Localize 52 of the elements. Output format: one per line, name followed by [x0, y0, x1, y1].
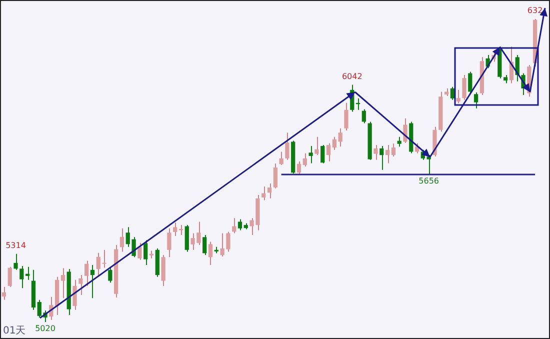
candlestick	[20, 265, 24, 289]
candlestick	[208, 241, 213, 266]
candlestick	[72, 279, 77, 310]
candlestick	[262, 186, 266, 201]
candlestick	[78, 274, 83, 296]
candlestick	[8, 266, 12, 288]
candlestick	[108, 266, 112, 284]
candlestick	[273, 163, 278, 189]
candlestick	[456, 89, 460, 104]
candlestick	[84, 260, 89, 286]
text: 01天	[3, 326, 26, 337]
candlestick	[60, 268, 66, 299]
candlestick	[314, 136, 319, 156]
annotation: 6042	[342, 72, 362, 81]
candlestick	[14, 253, 18, 270]
candlestick	[184, 224, 189, 252]
candlestick	[267, 183, 272, 199]
candlestick	[326, 142, 331, 162]
candlestick	[308, 145, 313, 164]
annotation: 632	[527, 6, 543, 16]
candlestick	[144, 240, 148, 266]
candlestick	[403, 118, 408, 144]
candlestick	[90, 264, 95, 299]
candlestick	[138, 242, 142, 260]
candlestick	[285, 132, 290, 160]
candlestick	[397, 136, 402, 148]
candlestick	[296, 160, 302, 174]
candlestick	[302, 152, 307, 168]
candlestick	[279, 151, 284, 166]
candlestick	[391, 143, 396, 158]
candlestick	[120, 228, 124, 252]
candlestick	[450, 86, 454, 100]
candlestick	[173, 222, 178, 236]
candlestick	[462, 74, 466, 100]
candlestick	[468, 71, 472, 94]
candlestick	[380, 145, 384, 170]
candlestick	[374, 144, 378, 160]
candlestick	[2, 286, 6, 300]
annotation: 5314	[6, 240, 26, 250]
candlestick	[202, 234, 207, 256]
candlestick	[238, 218, 242, 231]
annotation: 5656	[418, 176, 440, 186]
candlestick	[161, 254, 166, 286]
candlestick	[426, 154, 431, 175]
candlestick	[362, 108, 366, 124]
candlestick	[344, 102, 348, 132]
candlestick	[474, 92, 478, 109]
candlestick	[385, 144, 390, 164]
candlestick	[167, 228, 172, 258]
candlestick	[320, 144, 325, 164]
annotation: 5020	[35, 324, 56, 334]
candlestick	[25, 266, 30, 280]
